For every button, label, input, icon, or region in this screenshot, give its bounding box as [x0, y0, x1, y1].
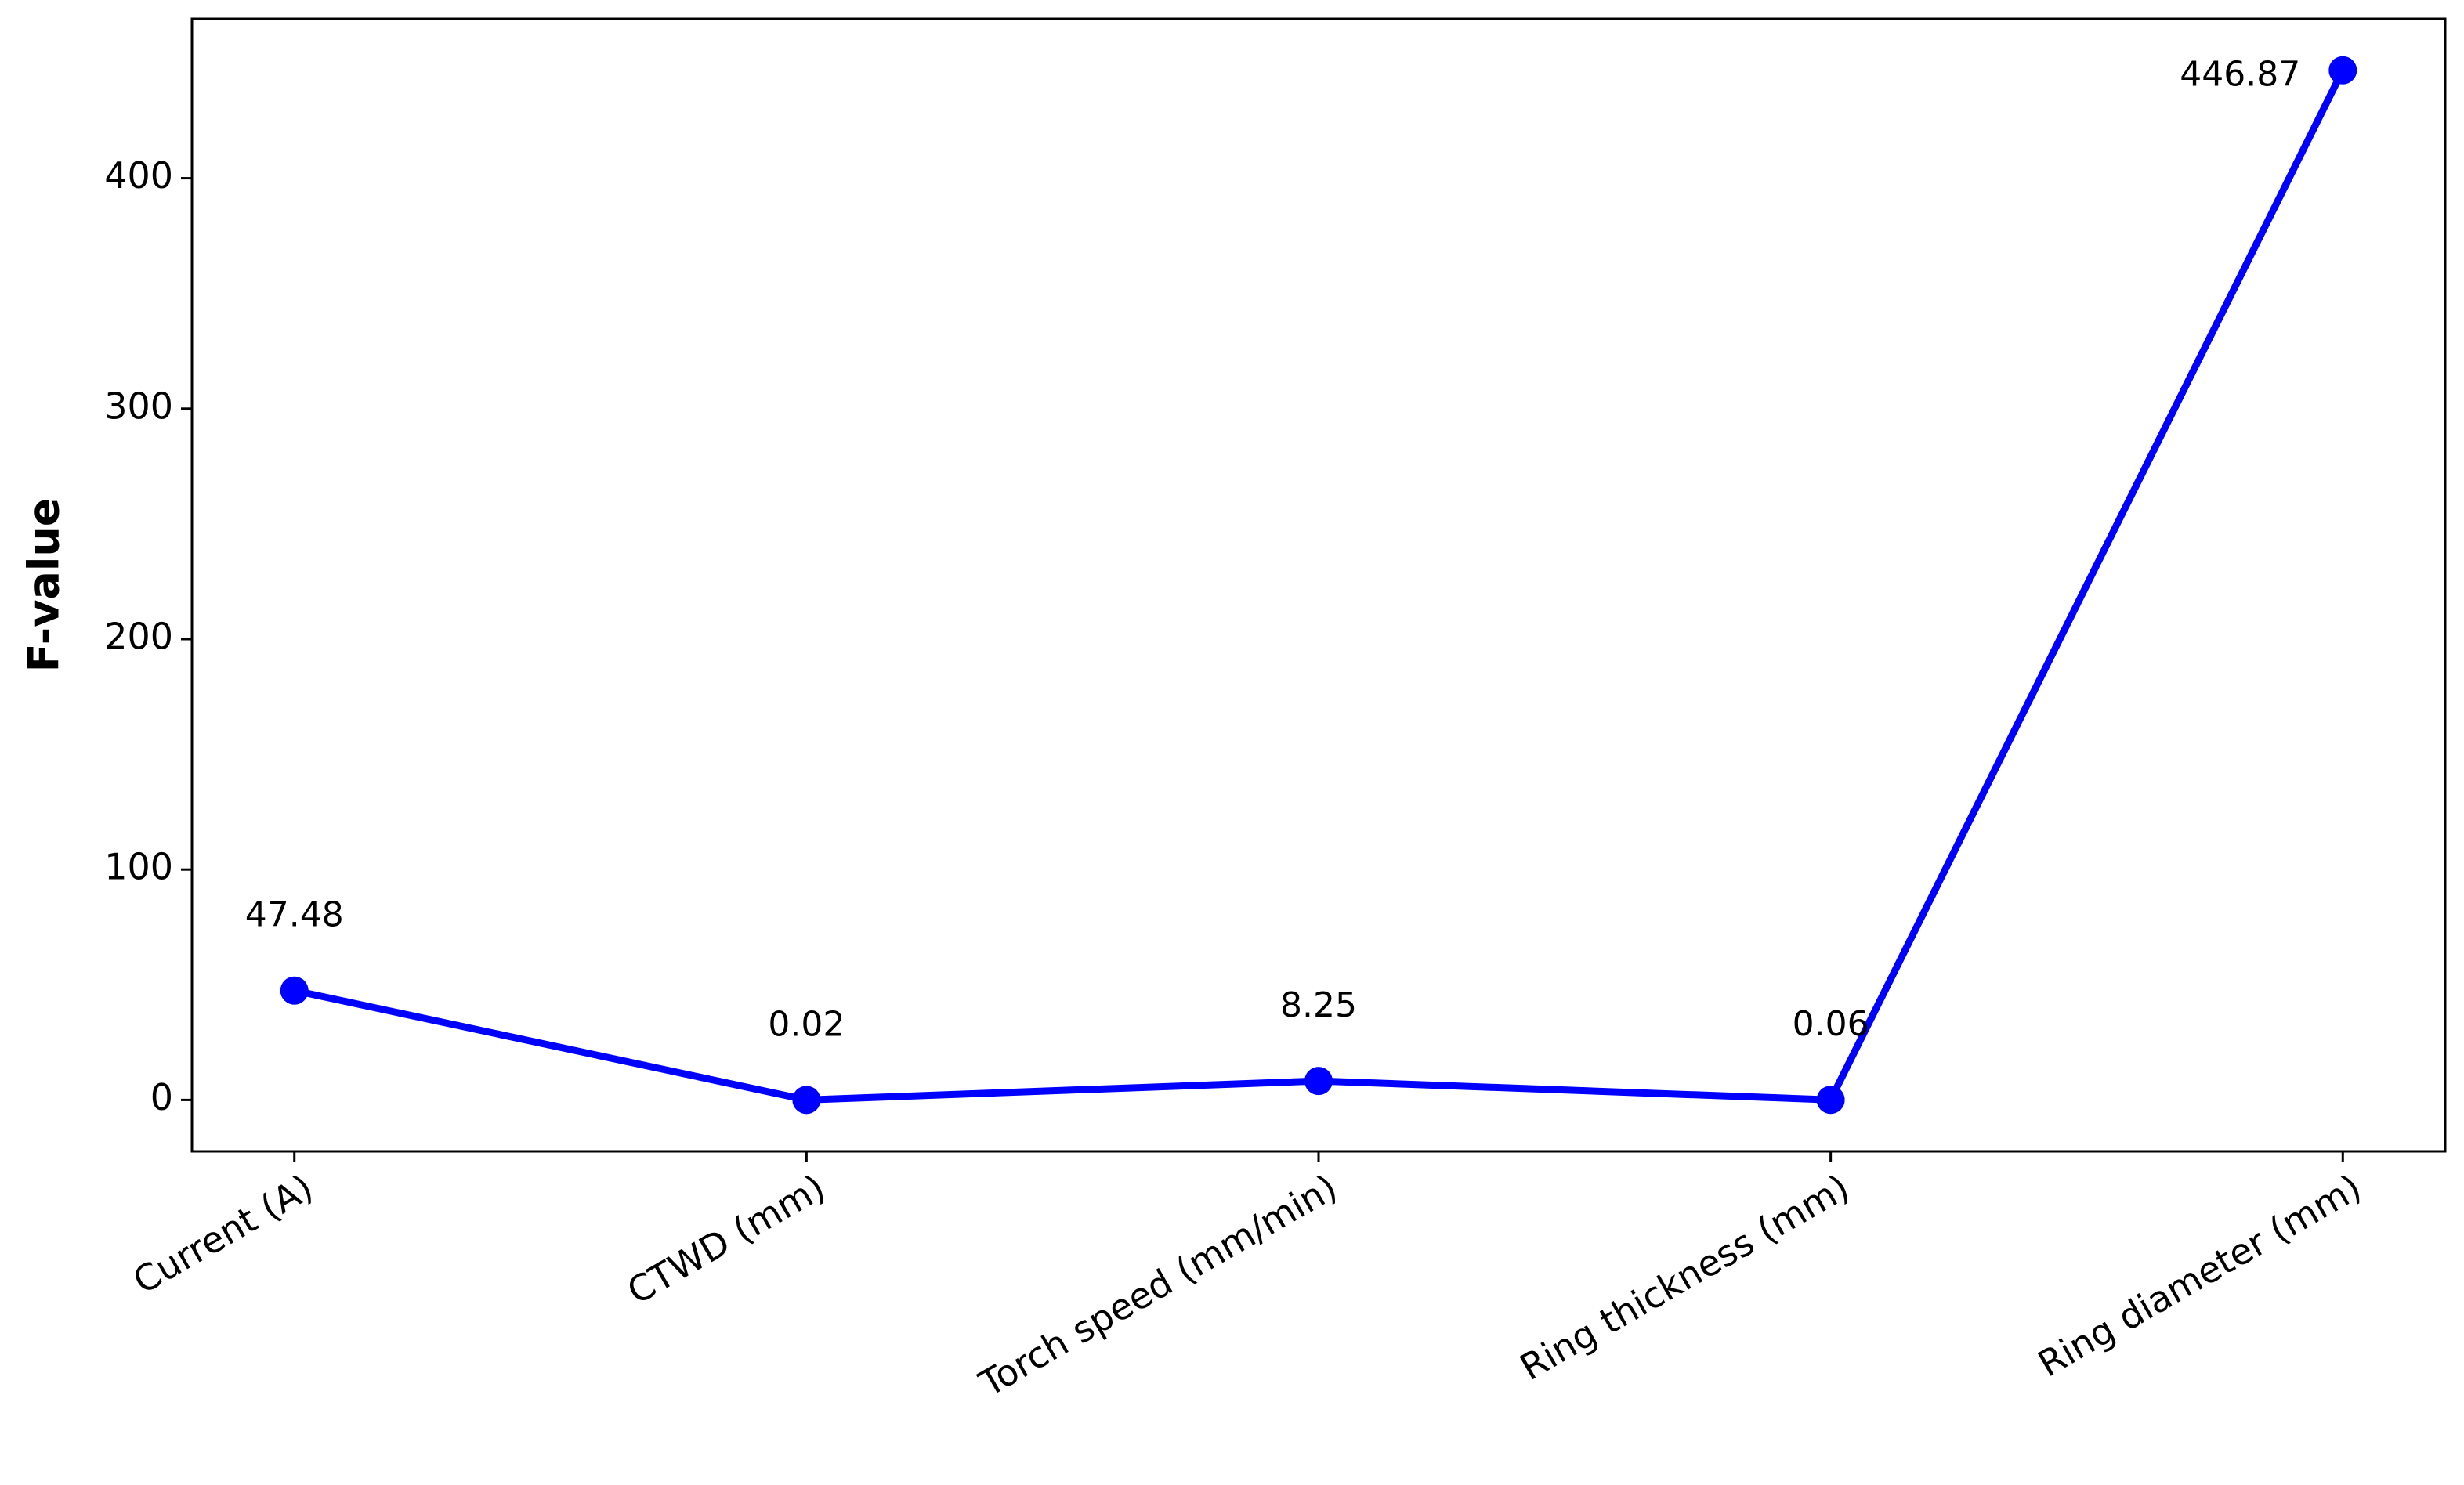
y-tick-label: 100: [104, 846, 173, 888]
y-tick-label: 400: [104, 154, 173, 197]
marker: [280, 976, 309, 1005]
value-label: 446.87: [2180, 55, 2300, 95]
y-tick-label: 200: [104, 615, 173, 657]
y-tick-label: 300: [104, 385, 173, 427]
marker: [2328, 56, 2357, 85]
value-label: 47.48: [245, 895, 344, 935]
plot-frame: [190, 17, 2447, 1153]
value-label: 0.06: [1793, 1004, 1869, 1044]
y-axis-label: F-value: [20, 498, 69, 673]
marker: [1304, 1067, 1333, 1096]
marker: [1816, 1086, 1845, 1115]
value-label: 0.02: [768, 1004, 845, 1044]
marker: [792, 1086, 821, 1115]
y-tick-label: 0: [150, 1076, 173, 1118]
value-label: 8.25: [1280, 985, 1357, 1025]
